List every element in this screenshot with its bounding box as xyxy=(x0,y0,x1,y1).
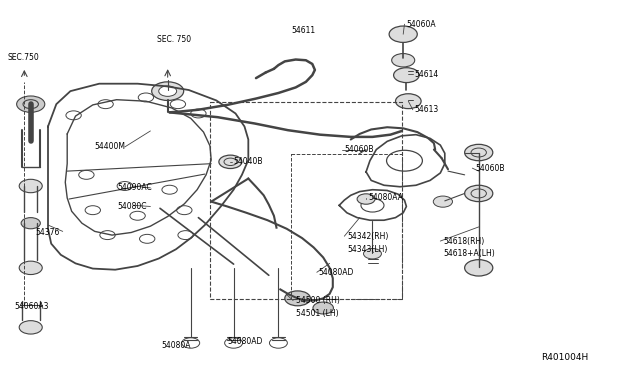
Circle shape xyxy=(225,338,243,348)
Text: 54501 (LH): 54501 (LH) xyxy=(296,309,339,318)
Text: 54613: 54613 xyxy=(415,105,439,114)
Circle shape xyxy=(269,338,287,348)
Text: 54080C: 54080C xyxy=(117,202,147,211)
Circle shape xyxy=(19,179,42,193)
Circle shape xyxy=(361,199,384,212)
Circle shape xyxy=(389,26,417,42)
Circle shape xyxy=(19,261,42,275)
Circle shape xyxy=(140,234,155,243)
Circle shape xyxy=(433,196,452,207)
Circle shape xyxy=(465,144,493,161)
Text: 54060B: 54060B xyxy=(344,145,374,154)
Text: 54376: 54376 xyxy=(35,228,60,237)
Text: 54500 (RH): 54500 (RH) xyxy=(296,296,340,305)
Text: 54090AC: 54090AC xyxy=(117,183,152,192)
Circle shape xyxy=(152,82,184,100)
Circle shape xyxy=(364,248,381,259)
Text: 54618(RH): 54618(RH) xyxy=(443,237,484,246)
Text: 54080AA: 54080AA xyxy=(368,193,403,202)
Circle shape xyxy=(387,150,422,171)
Circle shape xyxy=(117,182,132,190)
Circle shape xyxy=(392,54,415,67)
Text: 54342(RH): 54342(RH) xyxy=(347,232,388,241)
Circle shape xyxy=(66,111,81,120)
Circle shape xyxy=(285,291,310,306)
Circle shape xyxy=(162,185,177,194)
Text: 54080AD: 54080AD xyxy=(319,268,354,277)
Text: 54060A: 54060A xyxy=(406,20,436,29)
Circle shape xyxy=(313,302,333,314)
Circle shape xyxy=(79,170,94,179)
Circle shape xyxy=(191,109,206,118)
Circle shape xyxy=(465,185,493,202)
Circle shape xyxy=(177,206,192,215)
Text: 54400M: 54400M xyxy=(95,142,125,151)
Text: 54060A3: 54060A3 xyxy=(14,302,49,311)
Circle shape xyxy=(100,231,115,240)
Text: 54611: 54611 xyxy=(291,26,316,35)
Circle shape xyxy=(98,100,113,109)
Text: 54080A: 54080A xyxy=(161,341,191,350)
Circle shape xyxy=(17,96,45,112)
Text: 54343(LH): 54343(LH) xyxy=(347,245,387,254)
Circle shape xyxy=(178,231,193,240)
Text: 54614: 54614 xyxy=(415,70,439,79)
Text: SEC. 750: SEC. 750 xyxy=(157,35,191,44)
Circle shape xyxy=(219,155,242,169)
Circle shape xyxy=(159,86,177,96)
Text: 54060B: 54060B xyxy=(475,164,504,173)
Circle shape xyxy=(85,206,100,215)
Text: 54080AD: 54080AD xyxy=(227,337,262,346)
Text: SEC.750: SEC.750 xyxy=(8,53,40,62)
Circle shape xyxy=(138,93,154,102)
Circle shape xyxy=(357,194,375,204)
Circle shape xyxy=(465,260,493,276)
Text: 54040B: 54040B xyxy=(234,157,263,166)
Circle shape xyxy=(182,338,200,348)
Circle shape xyxy=(396,94,421,109)
Circle shape xyxy=(394,68,419,83)
Text: 54618+A(LH): 54618+A(LH) xyxy=(443,249,495,258)
Circle shape xyxy=(170,100,186,109)
Circle shape xyxy=(19,321,42,334)
Circle shape xyxy=(130,211,145,220)
Text: R401004H: R401004H xyxy=(541,353,588,362)
Circle shape xyxy=(21,218,40,229)
